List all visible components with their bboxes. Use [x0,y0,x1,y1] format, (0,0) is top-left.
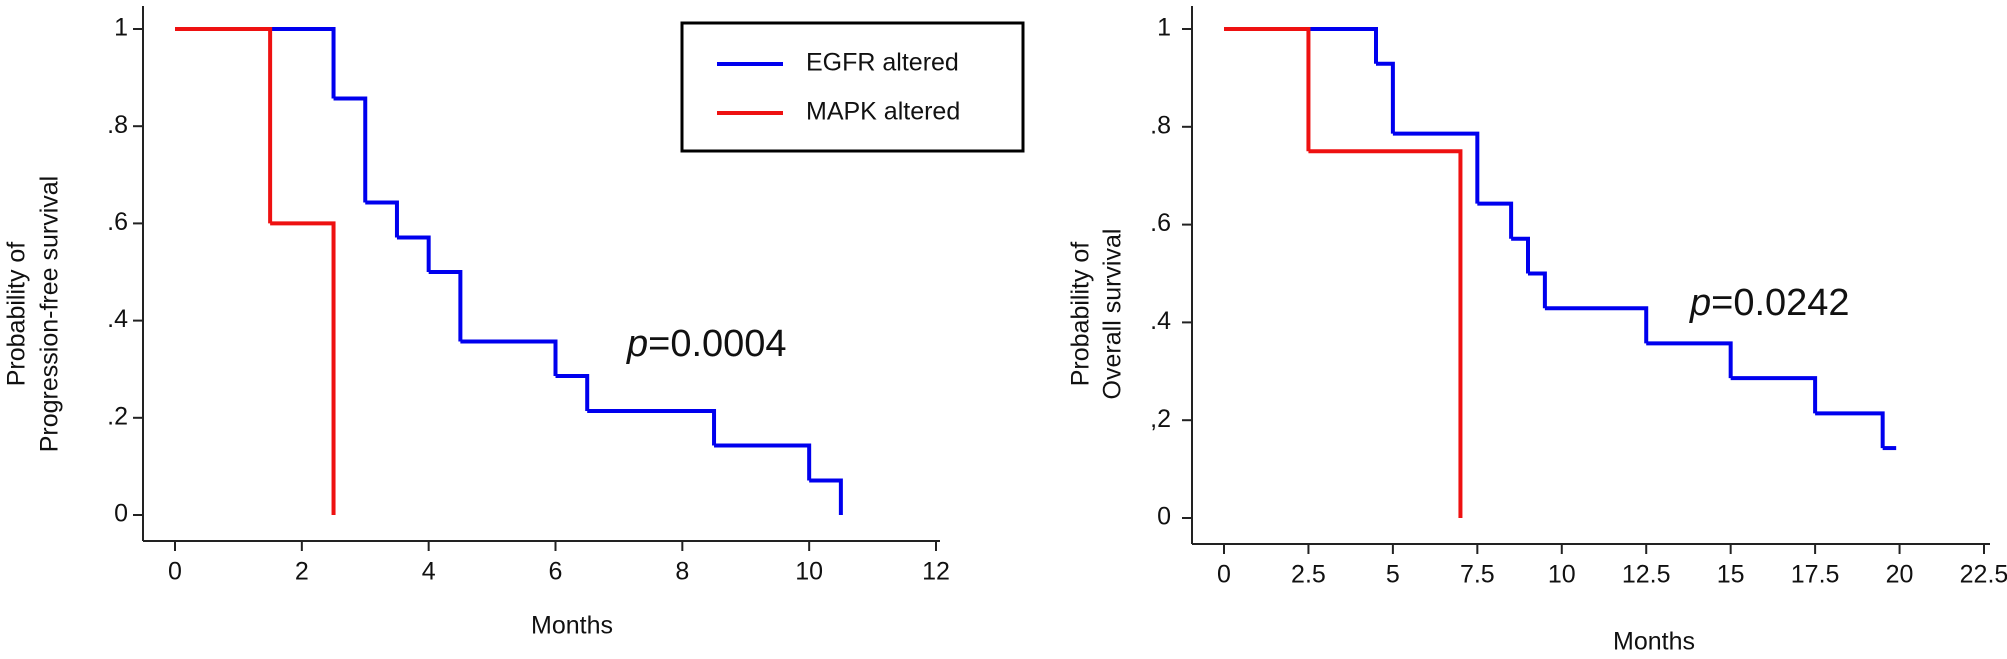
survival-step [1511,236,1530,274]
survival-step [1224,27,1311,152]
y-tick-label: .2 [107,402,128,430]
survival-step [1528,271,1547,309]
p-symbol: p [626,323,648,365]
x-tick-label: 22.5 [1960,561,2007,589]
survival-step [587,408,717,446]
y-tick-label: 1 [1157,14,1171,42]
x-tick-label: 6 [549,558,563,586]
y-axis-title: Probability of [1067,242,1095,387]
survival-step [1730,376,1818,414]
x-tick-label: 0 [168,558,182,586]
p-value: p=0.0004 [626,323,787,365]
legend-box [680,21,1025,153]
x-tick-label: 0 [1217,561,1231,589]
x-tick-label: 20 [1886,561,1914,589]
legend-label: MAPK altered [806,98,960,126]
x-tick-label: 15 [1717,561,1745,589]
survival-step [1392,131,1480,204]
survival-step [1544,306,1649,344]
survival-step [270,221,336,515]
x-tick-label: 4 [422,558,436,586]
y-tick-label: .6 [1150,209,1171,237]
x-tick-label: 10 [795,558,823,586]
survival-step [1308,149,1463,518]
y-tick-label: .4 [107,305,128,333]
survival-step [396,235,431,272]
y-tick-label: .8 [107,111,128,139]
y-axis-title: Probability of [3,242,31,387]
y-tick-label: .6 [107,208,128,236]
survival-step [1224,27,1378,64]
survival-step [555,374,590,411]
legend-label: EGFR altered [806,49,959,77]
x-tick-label: 2.5 [1291,561,1326,589]
p-symbol: p [1689,282,1711,324]
x-tick-label: 17.5 [1791,561,1840,589]
survival-step [809,478,843,515]
survival-step [1646,341,1733,379]
x-tick-label: 12 [922,558,950,586]
x-tick-label: 12.5 [1622,561,1671,589]
y-axis-title: Progression-free survival [36,176,64,453]
y-axis-title: Overall survival [1099,229,1127,400]
survival-step [1477,201,1514,239]
survival-step [175,27,273,224]
x-axis-title: Months [531,612,613,640]
x-tick-label: 7.5 [1460,561,1495,589]
y-tick-label: 1 [114,14,128,42]
y-tick-label: 0 [114,500,128,528]
x-axis-title: Months [1613,628,1695,656]
survival-step [428,270,463,342]
y-tick-label: .8 [1150,111,1171,139]
survival-step [1376,61,1395,134]
y-tick-label: 0 [1157,503,1171,531]
x-tick-label: 10 [1548,561,1576,589]
x-tick-label: 2 [295,558,309,586]
p-value: p=0.0242 [1689,282,1850,324]
survival-step [1815,411,1885,449]
p-value-text: =0.0242 [1711,282,1849,324]
survival-step [175,27,336,99]
survival-step [460,339,558,377]
y-tick-label: .4 [1150,307,1171,335]
x-tick-label: 5 [1386,561,1400,589]
survival-step [365,200,399,238]
y-tick-label: ,2 [1150,405,1171,433]
survival-step [333,96,368,203]
x-tick-label: 8 [675,558,689,586]
p-value-text: =0.0004 [648,323,786,365]
survival-step [714,443,812,481]
